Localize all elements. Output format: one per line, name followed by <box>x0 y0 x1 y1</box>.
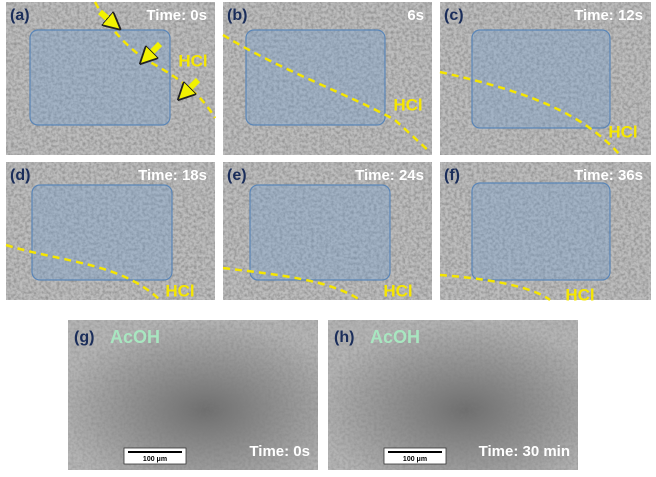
micrograph-texture <box>223 2 432 155</box>
time-label: Time: 24s <box>355 167 424 184</box>
panel: HCl (d) Time: 18s <box>5 162 215 301</box>
micrograph-texture <box>68 320 318 470</box>
time-label: Time: 36s <box>574 167 643 184</box>
region-of-interest <box>245 29 386 126</box>
panel-label: (c) <box>444 7 464 24</box>
panel: (h) AcOH Time: 30 min 100 μm <box>328 320 578 470</box>
acid-front <box>439 70 621 156</box>
panel-label: (f) <box>444 167 460 184</box>
panel: (g) AcOH Time: 0s 100 μm <box>68 320 318 470</box>
reagent-label: HCl <box>565 285 594 304</box>
arrow <box>184 77 201 94</box>
reagent-label: AcOH <box>370 327 420 347</box>
panel-label: (g) <box>74 329 94 346</box>
panel: HCl (e) Time: 24s <box>222 162 432 302</box>
reagent-label: HCl <box>178 51 207 70</box>
panel: HCl (a) Time: 0s <box>6 1 217 155</box>
panel-label: (h) <box>334 329 354 346</box>
time-label: 6s <box>407 7 424 24</box>
time-label: Time: 30 min <box>479 443 570 460</box>
panel: HCl (c) Time: 12s <box>439 2 651 156</box>
panel-label: (d) <box>10 167 30 184</box>
panel: HCl (f) Time: 36s <box>439 162 651 304</box>
micrograph-texture <box>440 2 651 155</box>
reagent-label: HCl <box>165 281 194 300</box>
reagent-label: HCl <box>608 122 637 141</box>
micrograph-texture <box>328 320 578 470</box>
panel-label: (e) <box>227 167 247 184</box>
time-label: Time: 0s <box>249 443 310 460</box>
reagent-label: AcOH <box>110 327 160 347</box>
panel-label: (a) <box>10 7 30 24</box>
acid-front <box>439 273 551 302</box>
region-of-interest <box>31 184 173 281</box>
acid-front <box>222 266 361 302</box>
reagent-label: HCl <box>383 281 412 300</box>
acid-front <box>222 33 431 153</box>
panel: HCl (b) 6s <box>222 2 432 155</box>
panel-label: (b) <box>227 7 247 24</box>
scale-bar-label: 100 μm <box>143 456 167 463</box>
acid-front <box>5 243 161 301</box>
region-of-interest <box>249 184 391 281</box>
time-label: Time: 12s <box>574 7 643 24</box>
region-of-interest <box>29 29 171 126</box>
arrow <box>98 9 114 24</box>
region-of-interest <box>471 29 611 129</box>
time-label: Time: 18s <box>138 167 207 184</box>
scale-bar-label: 100 μm <box>403 456 427 463</box>
time-label: Time: 0s <box>146 7 207 24</box>
arrow <box>146 41 163 58</box>
region-of-interest <box>471 182 611 281</box>
reagent-label: HCl <box>393 95 422 114</box>
